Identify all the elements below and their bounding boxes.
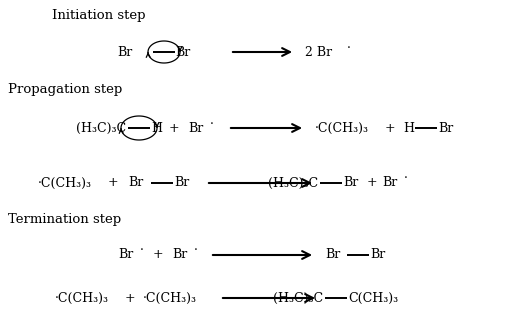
Text: Propagation step: Propagation step [8, 84, 122, 97]
Text: Br: Br [343, 176, 358, 189]
Text: Initiation step: Initiation step [52, 9, 146, 21]
Text: Br: Br [370, 249, 385, 262]
Text: +: + [367, 176, 378, 189]
Text: Br: Br [128, 176, 143, 189]
Text: (H₃C)₃C: (H₃C)₃C [268, 176, 318, 189]
Text: Br: Br [118, 46, 133, 58]
Text: ·C(CH₃)₃: ·C(CH₃)₃ [55, 292, 109, 305]
Text: H: H [151, 122, 162, 135]
Text: +: + [169, 122, 180, 135]
Text: ·: · [404, 173, 408, 186]
Text: ·C(CH₃)₃: ·C(CH₃)₃ [38, 176, 92, 189]
Text: Br: Br [175, 46, 190, 58]
Text: Termination step: Termination step [8, 213, 121, 226]
Text: ·: · [210, 117, 214, 130]
Text: Br: Br [188, 122, 203, 135]
Text: (H₃C)₃C: (H₃C)₃C [76, 122, 126, 135]
Text: ·C(CH₃)₃: ·C(CH₃)₃ [315, 122, 369, 135]
Text: (H₃C)₃C: (H₃C)₃C [273, 292, 323, 305]
Text: Br: Br [118, 249, 133, 262]
Text: 2 Br: 2 Br [305, 46, 332, 58]
Text: +: + [153, 249, 163, 262]
Text: ·: · [347, 41, 351, 55]
Text: H: H [403, 122, 414, 135]
Text: Br: Br [325, 249, 340, 262]
Text: Br: Br [172, 249, 187, 262]
Text: ·: · [140, 244, 144, 257]
Text: C(CH₃)₃: C(CH₃)₃ [348, 292, 398, 305]
Text: Br: Br [438, 122, 453, 135]
Text: Br: Br [174, 176, 189, 189]
Text: +: + [108, 176, 119, 189]
Text: ·: · [194, 244, 198, 257]
Text: Br: Br [382, 176, 397, 189]
Text: +: + [385, 122, 396, 135]
Text: ·C(CH₃)₃: ·C(CH₃)₃ [143, 292, 197, 305]
Text: +: + [125, 292, 135, 305]
